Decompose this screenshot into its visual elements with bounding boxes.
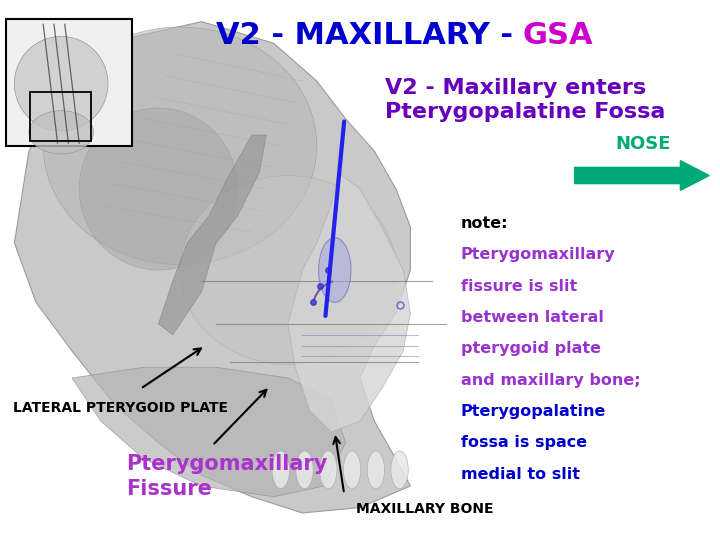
Ellipse shape (43, 27, 317, 265)
FancyArrow shape (575, 160, 709, 190)
Text: Pterygomaxillary
Fissure: Pterygomaxillary Fissure (126, 454, 328, 498)
Ellipse shape (367, 451, 384, 489)
Polygon shape (72, 367, 346, 497)
Text: fossa is space: fossa is space (461, 435, 587, 450)
Text: fissure is slit: fissure is slit (461, 279, 577, 294)
Text: GSA: GSA (522, 21, 593, 50)
Text: pterygoid plate: pterygoid plate (461, 341, 600, 356)
Text: and maxillary bone;: and maxillary bone; (461, 373, 640, 388)
FancyBboxPatch shape (6, 19, 132, 146)
Polygon shape (14, 22, 410, 513)
Text: between lateral: between lateral (461, 310, 603, 325)
Ellipse shape (180, 176, 396, 364)
Ellipse shape (79, 108, 238, 270)
Text: MAXILLARY BONE: MAXILLARY BONE (356, 502, 494, 516)
Ellipse shape (29, 111, 94, 154)
Ellipse shape (272, 451, 289, 489)
Ellipse shape (319, 238, 351, 302)
Text: NOSE: NOSE (616, 135, 671, 153)
Ellipse shape (296, 451, 313, 489)
Polygon shape (288, 173, 410, 432)
Text: medial to slit: medial to slit (461, 467, 580, 482)
Text: Pterygomaxillary: Pterygomaxillary (461, 247, 616, 262)
Ellipse shape (14, 36, 108, 131)
Text: note:: note: (461, 216, 508, 231)
Ellipse shape (391, 451, 408, 489)
Ellipse shape (343, 451, 361, 489)
Text: LATERAL PTERYGOID PLATE: LATERAL PTERYGOID PLATE (13, 401, 228, 415)
Text: Pterygopalatine: Pterygopalatine (461, 404, 606, 419)
Ellipse shape (320, 451, 337, 489)
Polygon shape (158, 135, 266, 335)
Text: V2 - Maxillary enters
Pterygopalatine Fossa: V2 - Maxillary enters Pterygopalatine Fo… (385, 78, 665, 122)
Text: V2 - MAXILLARY -: V2 - MAXILLARY - (216, 21, 523, 50)
